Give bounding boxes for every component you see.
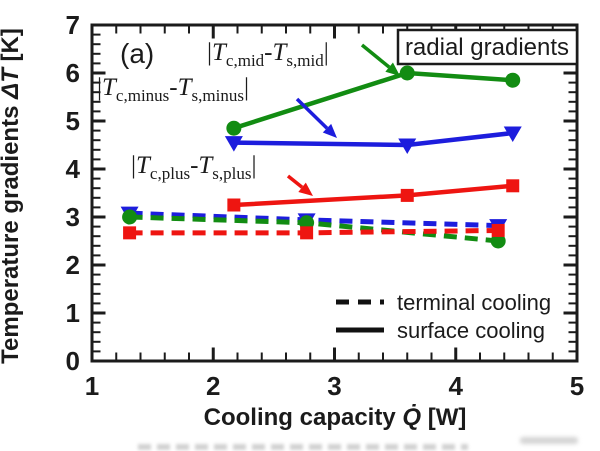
x-axis-title-pre: Cooling capacity: [204, 404, 403, 431]
annotation-arrow-line: [360, 43, 391, 69]
arrow-layer: [286, 43, 400, 196]
annotation-arrowhead: [298, 182, 313, 196]
y-tick-label: 1: [66, 298, 80, 328]
y-tick-label: 3: [66, 202, 80, 232]
series-plus-surface: [227, 179, 520, 212]
legend-entry-surface-label: surface cooling: [397, 318, 545, 343]
y-tick-label: 7: [66, 10, 80, 40]
series-label-minus: |Tc,minus-Ts,minus|: [97, 74, 249, 105]
series-marker-mid-terminal: [490, 233, 506, 249]
y-axis-title-pre: Temperature gradients: [0, 99, 24, 364]
series-label-plus-sub1: c,plus: [150, 164, 190, 183]
legend-entry-terminal-label: terminal cooling: [397, 290, 551, 315]
x-axis-title: Cooling capacity Q̇ [W]: [204, 404, 467, 431]
series-marker-plus-terminal: [491, 223, 505, 237]
y-axis-title-symbol: ΔT: [0, 66, 24, 100]
series-label-mid-sub1: c,mid: [226, 51, 265, 70]
corner-annotation-text: radial gradients: [405, 34, 569, 61]
annotation-arrowhead: [385, 62, 400, 76]
series-label-mid-open: |: [207, 39, 212, 66]
series-marker-mid-surface: [505, 72, 521, 88]
series-label-minus-sub1: c,minus: [116, 86, 169, 105]
series-label-plus-close: |: [252, 152, 257, 179]
series-layer: [120, 65, 522, 249]
y-tick-label: 2: [66, 250, 80, 280]
series-label-mid-sub2: s,mid: [286, 51, 324, 70]
series-marker-plus-surface: [400, 188, 414, 202]
annotation-arrowhead: [322, 123, 337, 138]
corner-annotation-box: [396, 28, 579, 66]
legend: terminal cooling surface cooling: [336, 290, 551, 343]
series-label-plus: |Tc,plus-Ts,plus|: [131, 152, 257, 183]
cropped-caption-remnant: [138, 444, 468, 450]
series-label-mid-t1: T: [212, 39, 228, 66]
y-tick-label: 6: [66, 58, 80, 88]
series-label-plus-t2: T: [198, 152, 214, 179]
series-marker-plus-terminal: [123, 226, 137, 240]
series-line-mid-terminal: [129, 214, 499, 244]
series-line-mid-surface: [233, 70, 513, 131]
series-label-plus-minus: -: [190, 152, 198, 179]
series-line-minus-surface: [233, 130, 513, 148]
series-plus-terminal: [123, 223, 505, 240]
series-marker-plus-surface: [506, 179, 520, 193]
x-tick-label: 3: [327, 371, 341, 401]
series-marker-minus-surface: [224, 136, 243, 152]
series-label-minus-close: |: [244, 74, 249, 101]
x-tick-label: 4: [449, 371, 464, 401]
series-minus-surface: [224, 126, 522, 154]
annotation-arrow-line: [286, 174, 304, 189]
y-tick-label: 4: [66, 154, 81, 184]
series-label-mid-t2: T: [273, 39, 289, 66]
series-label-minus-open: |: [97, 74, 102, 101]
x-tick-label: 5: [570, 371, 584, 401]
x-tick-label: 2: [206, 371, 220, 401]
annotation-arrow-line: [295, 97, 329, 130]
y-tick-label: 0: [66, 346, 80, 376]
axes-frame: [90, 23, 579, 363]
series-label-minus-minus: -: [169, 74, 177, 101]
series-label-minus-sub2: s,minus: [192, 86, 244, 105]
series-line-plus-terminal: [129, 227, 499, 236]
y-axis-title: Temperature gradients ΔT [K]: [0, 28, 24, 364]
y-axis-title-post: [K]: [0, 28, 24, 68]
panel-label: (a): [120, 38, 154, 69]
series-label-plus-sub2: s,plus: [212, 164, 251, 183]
series-label-minus-t1: T: [102, 74, 118, 101]
series-marker-mid-terminal: [122, 209, 138, 225]
series-line-plus-surface: [233, 183, 513, 208]
series-marker-mid-surface: [226, 120, 242, 136]
series-label-minus-t2: T: [178, 74, 194, 101]
y-tick-label: 5: [66, 106, 80, 136]
series-label-mid: |Tc,mid-Ts,mid|: [207, 39, 329, 70]
x-axis-title-symbol: Q̇: [402, 404, 421, 431]
series-marker-minus-surface: [503, 126, 522, 142]
series-marker-plus-surface: [227, 198, 241, 212]
corner-annotation: radial gradients: [396, 28, 579, 66]
series-label-plus-t1: T: [136, 152, 152, 179]
x-axis-title-post: [W]: [421, 404, 466, 431]
series-marker-plus-terminal: [300, 226, 314, 240]
x-tick-label: 1: [85, 371, 99, 401]
cropped-caption-remnant-right: [520, 437, 578, 444]
series-label-mid-close: |: [324, 39, 329, 66]
series-mid-surface: [226, 65, 521, 136]
series-label-mid-minus: -: [264, 39, 272, 66]
series-label-plus-open: |: [131, 152, 136, 179]
series-marker-minus-surface: [398, 138, 417, 154]
series-marker-mid-surface: [399, 65, 415, 81]
